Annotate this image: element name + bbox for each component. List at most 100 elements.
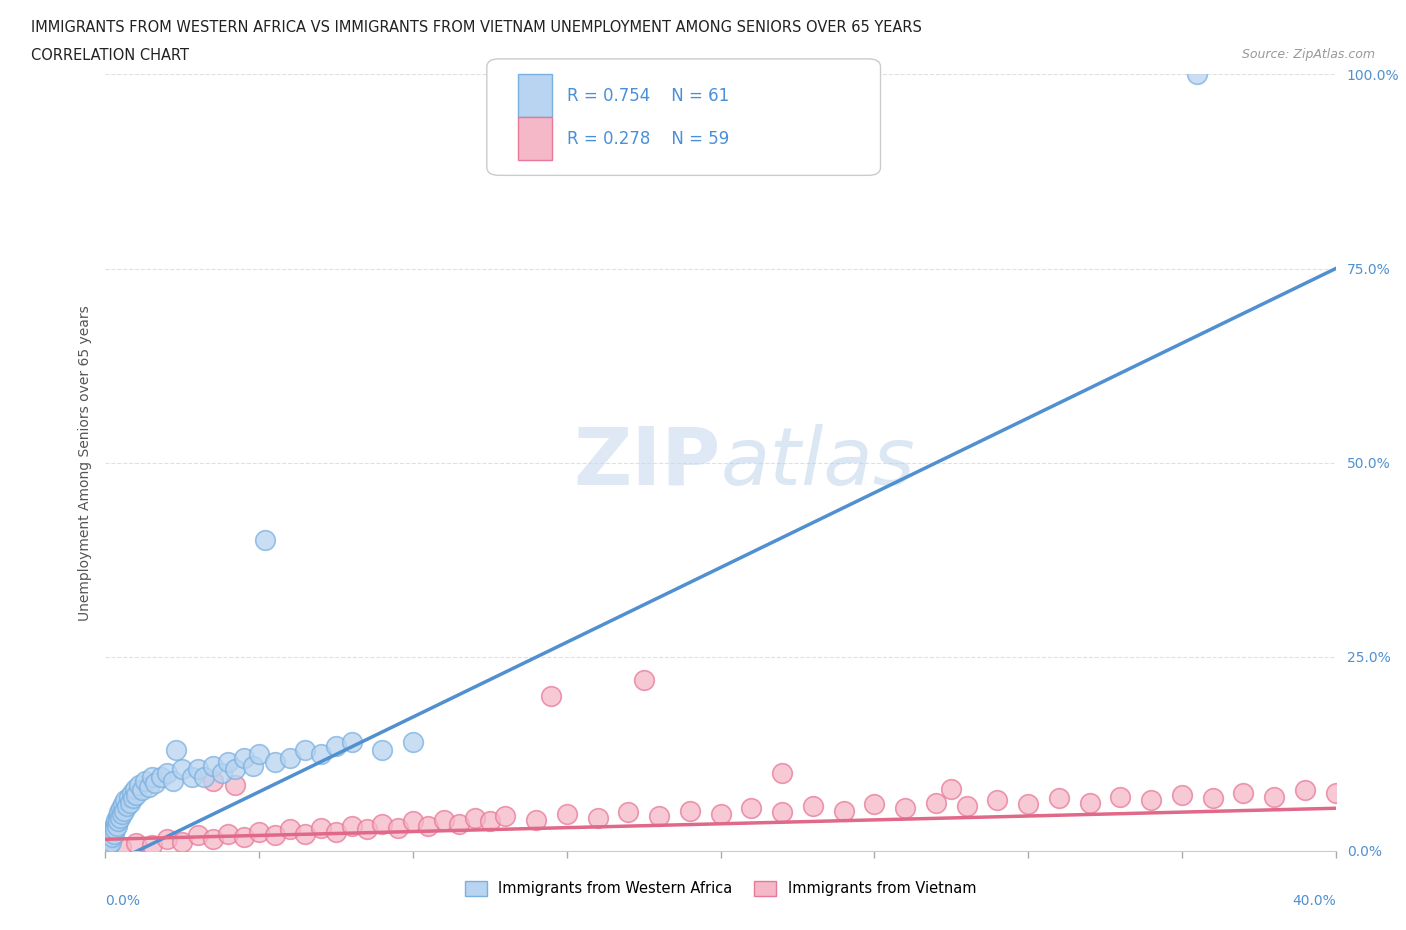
Point xyxy=(232,751,254,765)
Point xyxy=(1202,790,1225,805)
Point xyxy=(555,806,578,821)
Point xyxy=(340,818,363,833)
Text: Source: ZipAtlas.com: Source: ZipAtlas.com xyxy=(1241,48,1375,61)
Point xyxy=(710,806,733,821)
Point xyxy=(740,801,762,816)
Point xyxy=(165,742,187,757)
Text: atlas: atlas xyxy=(721,424,915,501)
Point xyxy=(180,770,202,785)
Bar xyxy=(517,74,553,117)
Point xyxy=(586,811,609,826)
Point xyxy=(114,793,136,808)
Point xyxy=(224,777,246,792)
Point xyxy=(96,836,118,851)
Point xyxy=(103,827,125,842)
Point xyxy=(105,818,128,833)
Point xyxy=(418,818,440,833)
Point xyxy=(121,785,143,800)
Point xyxy=(956,799,979,814)
Point xyxy=(1324,785,1347,800)
Point xyxy=(202,831,225,846)
Point xyxy=(464,811,486,826)
Point xyxy=(540,688,562,703)
Point xyxy=(98,828,121,843)
Point xyxy=(1078,795,1101,810)
Point xyxy=(143,776,166,790)
Point xyxy=(832,804,855,818)
Point xyxy=(433,813,456,828)
Point xyxy=(120,795,141,810)
Point xyxy=(801,799,824,814)
Point xyxy=(97,840,120,855)
Point xyxy=(187,828,209,843)
Point xyxy=(112,804,135,818)
Point xyxy=(104,822,127,837)
Point xyxy=(108,804,131,819)
Point xyxy=(309,747,332,762)
Point xyxy=(402,735,425,750)
Point xyxy=(247,824,270,839)
Point xyxy=(193,770,215,785)
Point xyxy=(156,831,179,846)
Point xyxy=(211,766,233,781)
Point xyxy=(679,804,702,818)
Point xyxy=(925,795,948,810)
Point xyxy=(1140,793,1163,808)
Point xyxy=(340,735,363,750)
Text: IMMIGRANTS FROM WESTERN AFRICA VS IMMIGRANTS FROM VIETNAM UNEMPLOYMENT AMONG SEN: IMMIGRANTS FROM WESTERN AFRICA VS IMMIGR… xyxy=(31,20,922,35)
Point xyxy=(356,822,378,837)
Point xyxy=(1171,788,1194,803)
Point xyxy=(100,834,122,849)
Point xyxy=(325,824,347,839)
Point xyxy=(494,808,516,823)
Point xyxy=(111,806,134,821)
Point xyxy=(122,790,145,805)
Point xyxy=(125,836,148,851)
Point xyxy=(770,804,793,819)
Point xyxy=(633,672,655,687)
Point xyxy=(294,827,316,842)
Point xyxy=(156,766,179,781)
Point xyxy=(202,758,225,773)
Point xyxy=(107,814,129,829)
Point xyxy=(247,747,270,762)
Point xyxy=(97,831,120,846)
Text: R = 0.278    N = 59: R = 0.278 N = 59 xyxy=(567,130,730,148)
Point xyxy=(141,837,163,852)
Text: CORRELATION CHART: CORRELATION CHART xyxy=(31,48,188,63)
Point xyxy=(371,817,394,831)
Point xyxy=(770,766,793,781)
Point xyxy=(524,813,547,828)
Point xyxy=(172,762,194,777)
Point xyxy=(134,774,156,789)
Text: R = 0.754    N = 61: R = 0.754 N = 61 xyxy=(567,87,730,105)
Point xyxy=(387,820,409,835)
Point xyxy=(402,814,425,829)
Point xyxy=(218,754,240,769)
Text: ZIP: ZIP xyxy=(574,424,721,501)
Point xyxy=(117,790,139,804)
Point xyxy=(131,783,153,798)
Point xyxy=(172,834,194,849)
Point xyxy=(325,738,347,753)
Text: 0.0%: 0.0% xyxy=(105,894,141,908)
Point xyxy=(863,797,886,812)
Point xyxy=(101,820,124,835)
Point xyxy=(242,758,264,773)
Point xyxy=(278,751,301,765)
Point xyxy=(149,770,172,785)
Point xyxy=(110,801,132,816)
Point xyxy=(986,793,1008,808)
Point xyxy=(278,822,301,837)
Point xyxy=(218,827,240,842)
Point xyxy=(141,770,163,785)
Point xyxy=(187,762,209,777)
Point xyxy=(1017,797,1039,812)
Point xyxy=(162,774,184,789)
Point xyxy=(254,533,277,548)
Point xyxy=(115,799,138,814)
Point xyxy=(202,774,225,789)
Point xyxy=(294,742,316,757)
Point xyxy=(263,754,285,769)
Y-axis label: Unemployment Among Seniors over 65 years: Unemployment Among Seniors over 65 years xyxy=(77,305,91,620)
